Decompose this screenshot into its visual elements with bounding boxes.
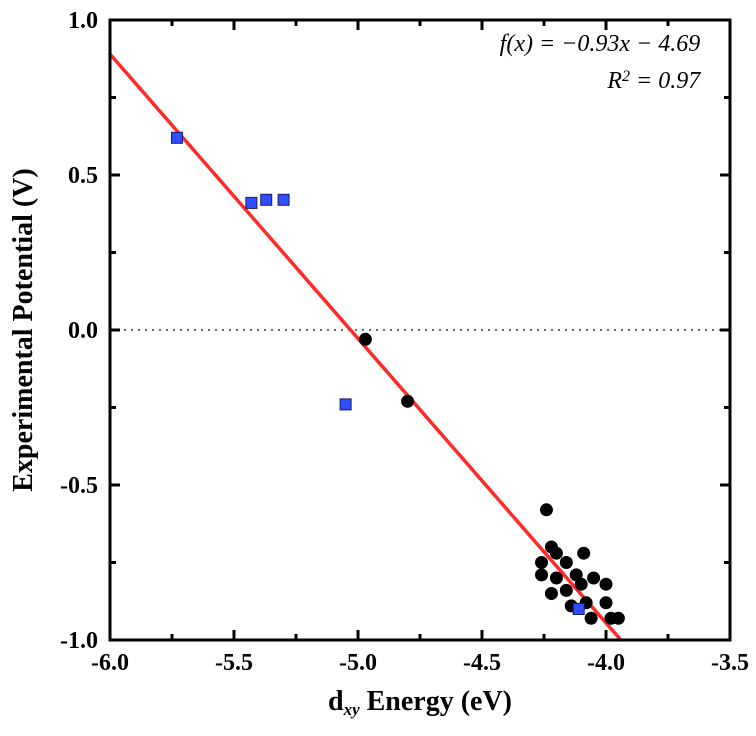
x-tick-label: -3.5 (711, 650, 749, 676)
x-tick-label: -4.0 (587, 650, 625, 676)
data-point (246, 197, 257, 208)
data-point (588, 572, 600, 584)
data-point (550, 572, 562, 584)
data-point (340, 399, 351, 410)
data-point (545, 588, 557, 600)
data-point (359, 333, 371, 345)
y-axis-label: Experimental Potential (V) (8, 168, 39, 492)
scatter-chart: -6.0-5.5-5.0-4.5-4.0-3.5-1.0-0.50.00.51.… (0, 0, 756, 736)
x-tick-label: -4.5 (463, 650, 501, 676)
y-tick-label: 0.0 (68, 318, 98, 344)
x-tick-label: -5.0 (339, 650, 377, 676)
data-point (585, 612, 597, 624)
y-tick-label: -0.5 (60, 473, 98, 499)
chart-svg: -6.0-5.5-5.0-4.5-4.0-3.5-1.0-0.50.00.51.… (0, 0, 756, 736)
data-point (600, 578, 612, 590)
data-point (550, 547, 562, 559)
data-point (536, 569, 548, 581)
y-tick-label: 1.0 (68, 8, 98, 34)
data-point (575, 578, 587, 590)
fit-r2: R2 = 0.97 (606, 68, 701, 94)
chart-bg (0, 0, 756, 736)
data-point (540, 504, 552, 516)
y-tick-label: -1.0 (60, 628, 98, 654)
data-point (600, 597, 612, 609)
fit-equation: f(x) = −0.93x − 4.69 (500, 31, 701, 57)
data-point (278, 194, 289, 205)
data-point (560, 557, 572, 569)
x-tick-label: -5.5 (215, 650, 253, 676)
y-tick-label: 0.5 (68, 163, 98, 189)
data-point (261, 194, 272, 205)
data-point (612, 612, 624, 624)
data-point (402, 395, 414, 407)
data-point (560, 584, 572, 596)
data-point (536, 557, 548, 569)
data-point (171, 132, 182, 143)
data-point (573, 604, 584, 615)
data-point (578, 547, 590, 559)
